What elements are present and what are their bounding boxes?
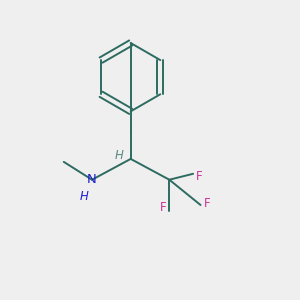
Text: H: H <box>80 190 89 202</box>
Text: H: H <box>114 149 123 162</box>
Text: F: F <box>196 170 203 183</box>
Text: F: F <box>160 202 166 214</box>
Text: F: F <box>203 197 210 210</box>
Text: N: N <box>87 173 97 186</box>
